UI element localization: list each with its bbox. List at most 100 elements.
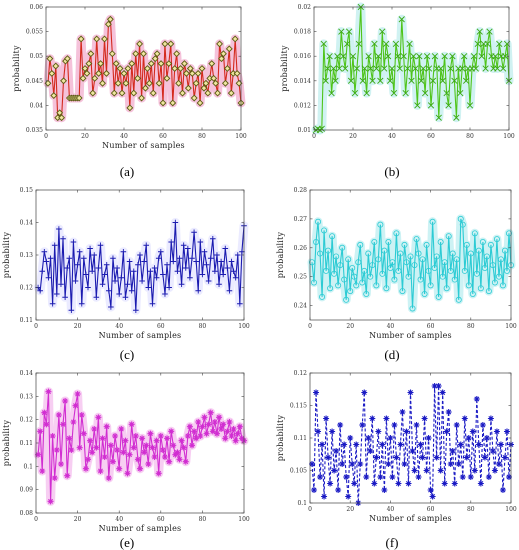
data-point-e — [203, 430, 210, 437]
data-point-d — [489, 262, 496, 269]
data-point-a — [167, 40, 175, 48]
data-point-f — [361, 389, 368, 396]
series-line-c — [37, 222, 245, 311]
y-tick-label-c: 0.13 — [20, 252, 34, 259]
data-point-d — [377, 221, 384, 228]
data-point-e — [80, 430, 87, 437]
data-point-c — [58, 281, 64, 288]
data-point-e — [109, 458, 116, 465]
data-point-b — [474, 40, 481, 48]
data-point-a — [140, 50, 147, 58]
data-point-c — [230, 268, 237, 275]
data-point-b — [418, 77, 425, 84]
data-point-e — [35, 451, 42, 458]
data-point-b — [482, 65, 489, 72]
data-point-b — [328, 89, 335, 97]
data-point-a — [171, 65, 179, 72]
y-tick-label-b: 0.016 — [294, 53, 311, 60]
data-point-b — [457, 89, 464, 97]
y-tick-label-b: 0.02 — [298, 4, 312, 11]
x-tick-label-c: 100 — [238, 323, 250, 330]
x-axis-label-f: Number of samples — [369, 514, 452, 523]
data-point-c — [130, 268, 137, 275]
y-axis-label-a: probability — [12, 45, 21, 92]
data-point-f — [449, 448, 456, 454]
data-point-b — [326, 53, 333, 60]
x-tick-label-a: 60 — [159, 133, 167, 140]
data-point-b — [361, 65, 368, 72]
data-point-a — [126, 104, 134, 112]
data-point-a — [184, 84, 192, 92]
data-point-d — [497, 256, 504, 263]
data-point-e — [224, 428, 231, 435]
data-point-c — [114, 265, 120, 271]
data-point-a — [81, 65, 89, 72]
data-point-a — [218, 55, 225, 63]
x-tick-label-f: 20 — [346, 506, 354, 513]
x-tick-label-b: 40 — [388, 133, 396, 140]
data-point-f — [371, 480, 378, 487]
data-point-e — [184, 433, 191, 439]
data-point-d — [387, 264, 394, 271]
x-tick-label-f: 40 — [387, 506, 395, 513]
data-point-e — [116, 465, 123, 472]
data-point-b — [392, 40, 400, 48]
data-point-e — [207, 409, 214, 416]
data-point-e — [120, 449, 127, 456]
data-point-e — [47, 498, 54, 505]
data-point-c — [99, 281, 106, 288]
y-tick-label-a: 0.04 — [30, 102, 44, 109]
series-line-d — [311, 218, 512, 309]
data-point-b — [453, 114, 460, 121]
data-point-a — [220, 50, 227, 58]
data-point-f — [343, 474, 350, 480]
data-point-e — [139, 435, 146, 442]
data-point-a — [103, 69, 110, 77]
data-point-e — [122, 437, 129, 444]
data-point-b — [402, 89, 409, 97]
x-tick-label-a: 100 — [235, 133, 247, 140]
data-point-f — [383, 415, 390, 422]
data-point-c — [124, 281, 131, 288]
x-tick-label-a: 20 — [81, 133, 89, 140]
data-point-e — [128, 421, 135, 428]
data-point-a — [128, 60, 136, 68]
data-point-c — [187, 274, 193, 281]
data-point-e — [232, 437, 239, 444]
data-point-c — [185, 245, 191, 252]
data-point-e — [226, 419, 233, 425]
data-point-d — [477, 285, 484, 292]
data-point-a — [198, 65, 206, 72]
data-point-b — [492, 53, 499, 60]
data-point-d — [433, 253, 440, 260]
data-point-c — [76, 248, 83, 255]
data-point-b — [496, 40, 503, 48]
data-point-d — [421, 290, 428, 297]
data-point-c — [60, 235, 66, 242]
y-tick-label-e: 0.12 — [20, 417, 34, 424]
data-point-d — [389, 259, 396, 266]
data-point-d — [461, 267, 468, 274]
data-point-d — [339, 244, 346, 251]
series-markers-a — [44, 15, 245, 122]
data-point-a — [97, 60, 105, 68]
panel-label-c: (c) — [120, 347, 134, 362]
data-point-b — [345, 28, 353, 35]
y-tick-label-e: 0.08 — [20, 510, 34, 517]
data-point-d — [319, 293, 326, 300]
data-point-d — [473, 270, 480, 277]
data-point-b — [447, 65, 454, 72]
data-point-a — [89, 89, 97, 97]
data-point-c — [64, 265, 70, 271]
data-point-b — [398, 16, 405, 23]
data-point-b — [386, 77, 394, 84]
data-point-c — [151, 265, 158, 271]
data-point-f — [363, 474, 370, 480]
data-point-d — [351, 273, 358, 280]
data-point-e — [149, 444, 156, 451]
data-point-e — [216, 414, 223, 421]
data-point-e — [60, 421, 67, 428]
data-point-b — [427, 102, 435, 109]
data-point-f — [353, 441, 360, 448]
data-point-e — [186, 423, 193, 430]
